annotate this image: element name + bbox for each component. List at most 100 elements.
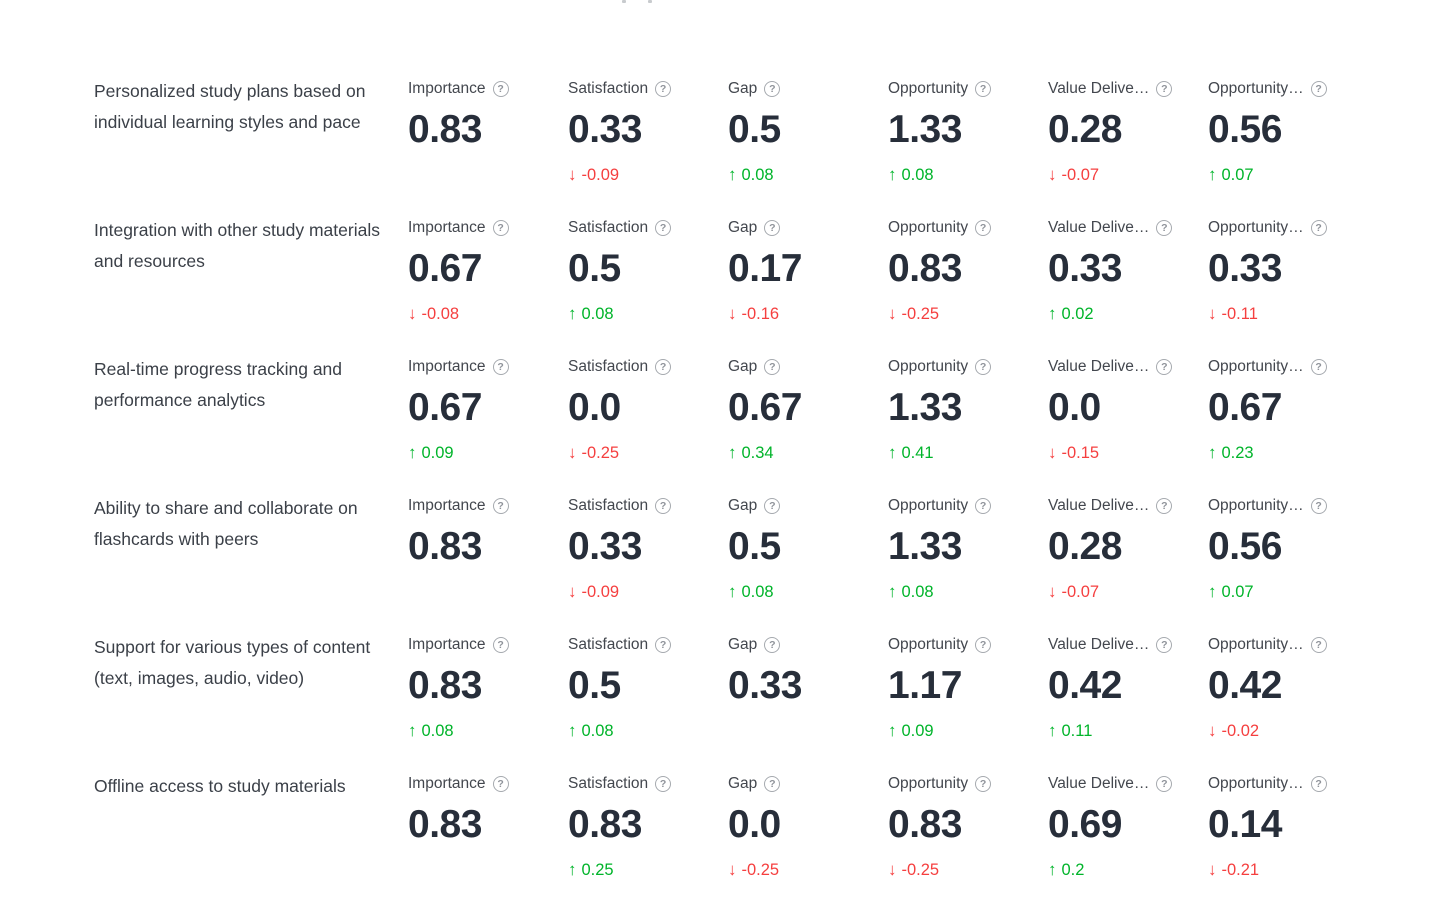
metric-value: 0.56 (1208, 108, 1282, 151)
metric-delta: ↑ 0.11 (1048, 720, 1200, 742)
metric-header: Gap ? (728, 357, 880, 377)
delta-arrow-icon: ↑ (568, 721, 577, 740)
help-icon[interactable]: ? (764, 81, 781, 97)
feature-name: Integration with other study materials a… (94, 220, 380, 271)
metric-value: 0.42 (1208, 664, 1282, 707)
metric-header: Opportunity ? (888, 635, 1040, 655)
metric-cell: Opportunity ? 1.33 ↑ 0.41 (888, 357, 1048, 464)
table-row: Ability to share and collaborate on flas… (94, 496, 1374, 635)
metric-value: 0.42 (1048, 664, 1122, 707)
metric-delta: ↑ 0.2 (1048, 859, 1200, 881)
help-icon[interactable]: ? (655, 81, 672, 97)
help-icon[interactable]: ? (975, 220, 992, 236)
help-icon[interactable]: ? (975, 359, 992, 375)
help-icon[interactable]: ? (1310, 776, 1327, 792)
delta-arrow-icon: ↑ (888, 582, 897, 601)
help-icon[interactable]: ? (975, 81, 992, 97)
help-icon[interactable]: ? (492, 220, 509, 236)
metric-value: 0.0 (568, 386, 621, 429)
metric-header: Satisfaction ? (568, 79, 720, 99)
metric-header: Opportunity… ? (1208, 357, 1360, 377)
metric-label: Opportunity… (1208, 80, 1304, 97)
help-icon[interactable]: ? (492, 498, 509, 514)
metric-label: Value Delive… (1048, 358, 1150, 375)
help-icon[interactable]: ? (655, 637, 672, 653)
help-icon[interactable]: ? (1310, 637, 1327, 653)
metric-cell: Importance ? 0.67 ↑ 0.09 (408, 357, 568, 464)
delta-value: -0.07 (1061, 165, 1100, 184)
table-row: Offline access to study materials Import… (94, 774, 1374, 913)
delta-value: 0.25 (581, 860, 614, 879)
help-icon[interactable]: ? (1156, 776, 1173, 792)
metric-label: Satisfaction (568, 636, 649, 653)
help-icon[interactable]: ? (1310, 81, 1327, 97)
delta-arrow-icon: ↓ (1048, 582, 1057, 601)
metric-header: Value Delive… ? (1048, 496, 1200, 516)
metric-label: Opportunity… (1208, 497, 1304, 514)
help-icon[interactable]: ? (975, 637, 992, 653)
delta-value: -0.07 (1061, 582, 1100, 601)
help-icon[interactable]: ? (764, 776, 781, 792)
help-icon[interactable]: ? (1156, 81, 1173, 97)
metric-header: Value Delive… ? (1048, 218, 1200, 238)
metric-value: 0.33 (728, 664, 802, 707)
help-icon[interactable]: ? (764, 498, 781, 514)
clipped-glyph (648, 0, 652, 3)
metric-header: Satisfaction ? (568, 774, 720, 794)
metric-delta: ↓ -0.25 (728, 859, 880, 881)
metric-label: Value Delive… (1048, 775, 1150, 792)
metric-value: 0.83 (408, 803, 482, 846)
metric-delta: ↑ 0.23 (1208, 442, 1360, 464)
metric-value: 0.67 (1208, 386, 1282, 429)
delta-value: 0.09 (421, 443, 454, 462)
help-icon[interactable]: ? (1156, 637, 1173, 653)
metric-cell: Opportunity… ? 0.14 ↓ -0.21 (1208, 774, 1368, 881)
help-icon[interactable]: ? (1156, 359, 1173, 375)
help-icon[interactable]: ? (975, 498, 992, 514)
metric-label: Gap (728, 775, 758, 792)
feature-name: Ability to share and collaborate on flas… (94, 498, 358, 549)
help-icon[interactable]: ? (492, 359, 509, 375)
help-icon[interactable]: ? (655, 220, 672, 236)
metric-delta: ↑ 0.02 (1048, 303, 1200, 325)
help-icon[interactable]: ? (1310, 359, 1327, 375)
help-icon[interactable]: ? (764, 220, 781, 236)
metric-cell: Gap ? 0.67 ↑ 0.34 (728, 357, 888, 464)
metric-label: Opportunity… (1208, 775, 1304, 792)
delta-arrow-icon: ↑ (728, 582, 737, 601)
metric-value: 1.33 (888, 108, 962, 151)
metric-value: 0.0 (728, 803, 781, 846)
metric-cell: Value Delive… ? 0.42 ↑ 0.11 (1048, 635, 1208, 742)
help-icon[interactable]: ? (655, 498, 672, 514)
feature-name: Support for various types of content (te… (94, 637, 371, 688)
help-icon[interactable]: ? (1156, 220, 1173, 236)
metric-delta: ↑ 0.08 (568, 720, 720, 742)
metric-delta: ↑ 0.08 (728, 581, 880, 603)
help-icon[interactable]: ? (764, 359, 781, 375)
metric-cell: Importance ? 0.83 (408, 774, 568, 881)
help-icon[interactable]: ? (492, 81, 509, 97)
help-icon[interactable]: ? (975, 776, 992, 792)
clipped-header-fragment (618, 0, 658, 4)
help-icon[interactable]: ? (1310, 498, 1327, 514)
help-icon[interactable]: ? (764, 637, 781, 653)
metric-delta: ↓ -0.09 (568, 164, 720, 186)
metric-delta: ↓ -0.15 (1048, 442, 1200, 464)
help-icon[interactable]: ? (1156, 498, 1173, 514)
metric-label: Gap (728, 80, 758, 97)
delta-arrow-icon: ↑ (728, 443, 737, 462)
help-icon[interactable]: ? (492, 637, 509, 653)
help-icon[interactable]: ? (655, 359, 672, 375)
delta-value: -0.08 (421, 304, 460, 323)
metric-cell: Opportunity… ? 0.56 ↑ 0.07 (1208, 79, 1368, 186)
help-icon[interactable]: ? (655, 776, 672, 792)
help-icon[interactable]: ? (1310, 220, 1327, 236)
help-icon[interactable]: ? (492, 776, 509, 792)
metric-value: 0.67 (408, 386, 482, 429)
delta-value: 0.08 (421, 721, 454, 740)
metric-delta: ↑ 0.08 (408, 720, 560, 742)
metric-cell: Value Delive… ? 0.33 ↑ 0.02 (1048, 218, 1208, 325)
feature-name: Offline access to study materials (94, 776, 346, 796)
metric-label: Gap (728, 636, 758, 653)
metric-cell: Value Delive… ? 0.28 ↓ -0.07 (1048, 496, 1208, 603)
